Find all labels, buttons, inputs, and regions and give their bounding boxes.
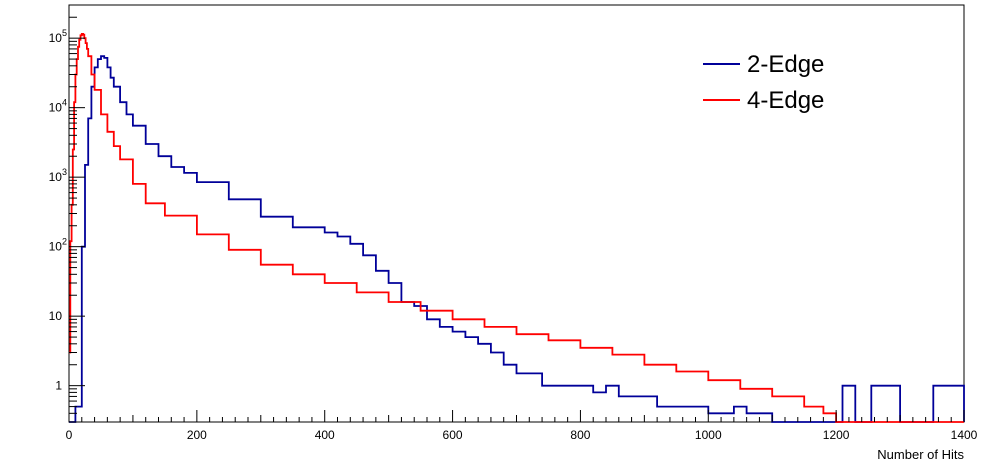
y-tick-label: 10: [49, 309, 63, 323]
x-tick-label: 1400: [951, 428, 978, 442]
plot-frame: [68, 4, 965, 423]
y-tick-label: 1: [55, 379, 62, 393]
x-axis-title: Number of Hits: [877, 447, 964, 462]
x-tick-label: 0: [66, 428, 73, 442]
x-tick-label: 600: [443, 428, 463, 442]
series-line-4-edge: [69, 33, 964, 423]
x-tick-label: 1200: [823, 428, 850, 442]
y-tick-label: 105: [49, 28, 67, 45]
x-tick-label: 400: [315, 428, 335, 442]
y-tick-label: 102: [49, 237, 67, 254]
legend-label: 2-Edge: [747, 51, 824, 78]
legend-label: 4-Edge: [747, 87, 824, 114]
y-tick-label: 104: [49, 98, 67, 115]
series-layer: [69, 33, 965, 423]
x-tick-label: 200: [187, 428, 207, 442]
x-tick-label: 1000: [695, 428, 722, 442]
legend: 2-Edge 4-Edge: [703, 51, 824, 114]
y-tick-label: 103: [49, 167, 67, 184]
x-tick-label: 800: [570, 428, 590, 442]
x-axis: 0 200 400 600 800 1000 1200 1400: [66, 410, 978, 442]
y-axis: 1 10 102 103 104 105: [49, 4, 85, 423]
